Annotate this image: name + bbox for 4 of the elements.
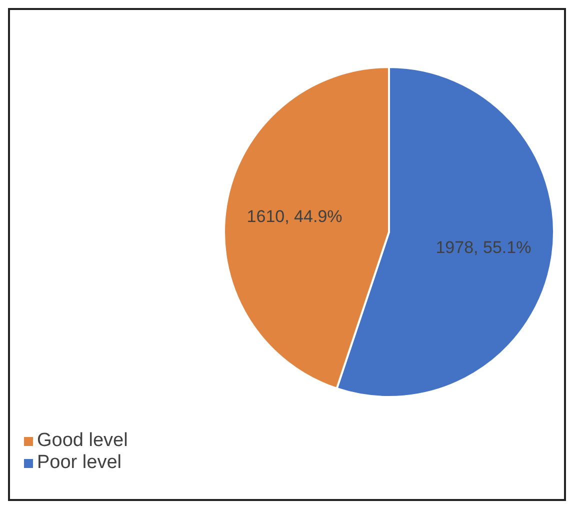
data-label: 1610, 44.9% xyxy=(246,207,342,226)
data-label: 1978, 55.1% xyxy=(436,238,532,257)
legend-label: Poor level xyxy=(37,452,122,473)
legend-label: Good level xyxy=(37,430,128,451)
